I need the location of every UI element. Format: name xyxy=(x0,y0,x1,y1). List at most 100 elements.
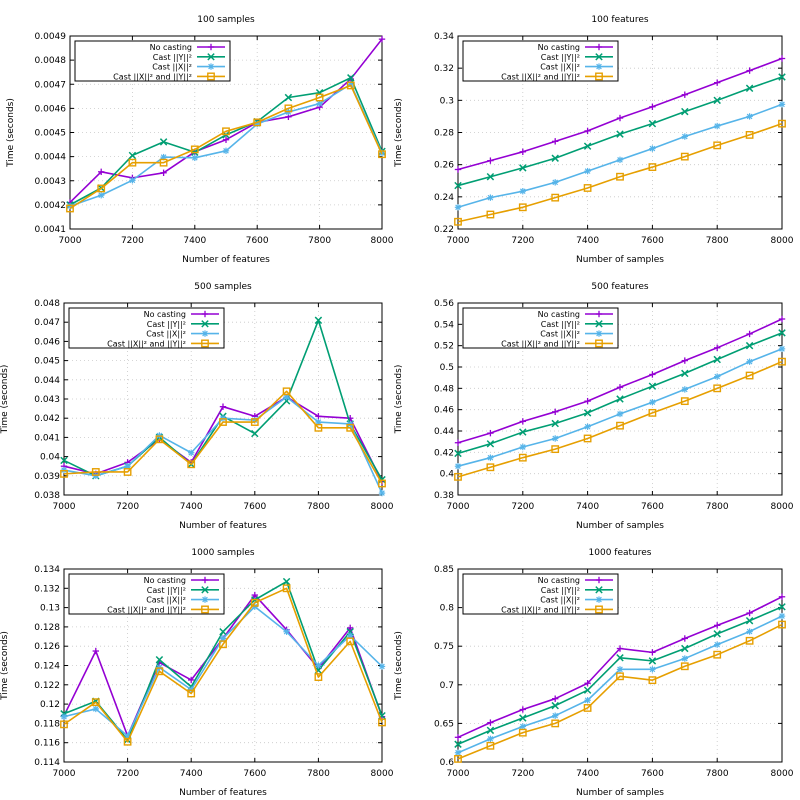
x-tick-label: 7600 xyxy=(243,769,266,779)
data-point xyxy=(284,93,293,102)
data-point xyxy=(681,386,688,393)
data-point xyxy=(128,151,137,160)
data-point xyxy=(680,152,689,161)
data-point xyxy=(282,584,291,593)
data-point xyxy=(188,449,195,456)
data-point xyxy=(97,184,106,193)
x-tick-label: 7400 xyxy=(180,502,203,512)
legend-label: No casting xyxy=(538,310,580,319)
y-tick-label: 0.118 xyxy=(34,719,60,729)
data-point xyxy=(66,204,74,213)
data-point xyxy=(745,84,754,93)
y-tick-label: 0.126 xyxy=(34,642,60,652)
y-tick-label: 0.44 xyxy=(434,427,454,437)
data-point xyxy=(778,620,786,629)
data-point xyxy=(129,177,136,184)
data-point xyxy=(454,740,462,748)
data-point xyxy=(98,168,105,176)
data-point xyxy=(778,101,786,108)
data-point xyxy=(648,382,657,390)
data-point xyxy=(551,719,560,728)
data-point xyxy=(714,641,721,648)
x-tick-label: 7400 xyxy=(576,502,599,512)
data-point xyxy=(583,686,592,694)
data-point xyxy=(584,423,591,430)
data-point xyxy=(60,713,68,720)
x-tick-label: 8000 xyxy=(771,769,794,779)
legend-label: Cast ||X||² xyxy=(146,596,186,605)
data-point xyxy=(745,371,754,380)
legend-marker xyxy=(595,605,603,614)
data-point xyxy=(519,418,526,425)
data-point xyxy=(282,387,291,396)
data-point xyxy=(60,456,68,465)
chart-title: 100 features xyxy=(591,15,649,25)
data-point xyxy=(314,316,323,325)
y-tick-label: 0.0047 xyxy=(35,80,67,90)
y-tick-label: 0.0043 xyxy=(35,177,67,187)
data-point xyxy=(649,371,656,378)
data-point xyxy=(616,172,624,181)
y-tick-label: 0.5 xyxy=(440,363,454,373)
y-tick-label: 0.6 xyxy=(440,758,455,768)
legend-marker xyxy=(201,310,209,318)
chart-panel-2: 7000 7200 7400 7600 7800 8000 0.22 0.24 0.26 0.28… xyxy=(394,15,794,265)
data-point xyxy=(649,145,656,152)
data-point xyxy=(219,640,227,649)
data-point xyxy=(250,598,259,607)
x-tick-label: 8000 xyxy=(371,502,394,512)
data-point xyxy=(649,649,656,656)
data-point xyxy=(746,628,753,635)
data-point xyxy=(681,133,688,140)
y-tick-label: 0.46 xyxy=(434,406,454,416)
data-point xyxy=(124,463,131,470)
data-point xyxy=(347,74,355,82)
y-tick-label: 0.124 xyxy=(34,662,60,672)
y-tick-label: 0.0049 xyxy=(35,32,67,42)
data-point xyxy=(91,698,100,707)
data-point xyxy=(187,689,196,698)
data-point xyxy=(378,718,386,727)
data-point xyxy=(649,666,656,673)
x-tick-label: 7400 xyxy=(183,236,206,246)
legend-marker xyxy=(201,339,209,348)
data-point xyxy=(584,167,591,175)
y-tick-label: 0.043 xyxy=(34,395,60,405)
data-point xyxy=(315,662,322,669)
data-point xyxy=(551,419,559,428)
data-point xyxy=(616,384,624,391)
data-point xyxy=(284,104,293,113)
legend-marker xyxy=(595,310,603,318)
legend-label: Cast ||X||² xyxy=(540,63,580,72)
data-point xyxy=(584,127,591,135)
legend-label: Cast ||X||² xyxy=(146,330,186,339)
legend-marker xyxy=(207,53,215,61)
y-tick-label: 0.56 xyxy=(434,299,454,309)
legend-marker xyxy=(595,53,603,61)
y-tick-label: 0.32 xyxy=(434,64,454,74)
y-tick-label: 0.114 xyxy=(34,758,60,768)
data-point xyxy=(92,705,99,713)
legend-label: Cast ||X||² and ||Y||² xyxy=(113,72,192,81)
data-point xyxy=(159,158,168,167)
legend-marker xyxy=(595,72,603,81)
legend-marker xyxy=(201,330,209,337)
data-point xyxy=(681,644,689,653)
x-tick-label: 7400 xyxy=(180,769,203,779)
y-tick-label: 0.039 xyxy=(34,472,60,482)
x-tick-label: 7600 xyxy=(641,236,664,246)
x-tick-label: 7000 xyxy=(53,502,76,512)
data-point xyxy=(219,403,227,410)
data-point xyxy=(616,645,624,652)
y-tick-label: 0.24 xyxy=(434,193,454,203)
legend-label: Cast ||X||² and ||Y||² xyxy=(501,339,580,348)
data-point xyxy=(155,655,164,664)
data-point xyxy=(616,156,624,164)
data-point xyxy=(187,460,196,469)
data-point xyxy=(219,418,227,426)
chart-panel-5: 7000 7200 7400 7600 7800 8000 0.114 0.116 0.118 0… xyxy=(0,548,394,798)
legend-label: Cast ||X||² and ||Y||² xyxy=(501,72,580,81)
data-point xyxy=(454,734,462,741)
x-tick-label: 7000 xyxy=(53,769,76,779)
